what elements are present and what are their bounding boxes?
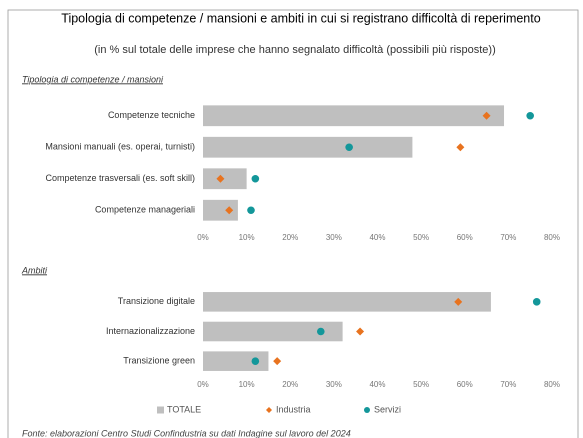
diamond-marker xyxy=(454,297,463,306)
category-label: Internazionalizzazione xyxy=(106,326,195,336)
x-tick-label: 60% xyxy=(457,233,473,242)
bar xyxy=(203,168,247,190)
x-tick-label: 70% xyxy=(500,380,516,389)
x-tick-label: 70% xyxy=(500,233,516,242)
circle-marker xyxy=(251,174,260,183)
legend-label: Industria xyxy=(276,404,311,414)
x-tick-label: 40% xyxy=(369,380,385,389)
circle-marker xyxy=(532,298,541,306)
diamond-marker xyxy=(216,174,225,183)
bar xyxy=(203,136,413,158)
x-tick-label: 50% xyxy=(413,233,429,242)
legend-label: TOTALE xyxy=(167,404,201,414)
diamond-marker xyxy=(456,143,465,152)
circle-marker xyxy=(247,206,255,215)
x-tick-label: 30% xyxy=(326,380,342,389)
bar xyxy=(203,105,505,127)
x-tick-label: 30% xyxy=(326,233,342,242)
category-label: Competenze trasversali (es. soft skill) xyxy=(45,173,195,183)
bar xyxy=(203,199,238,221)
diamond-marker xyxy=(225,206,234,215)
legend-label: Servizi xyxy=(374,404,401,414)
x-tick-label: 0% xyxy=(197,233,209,242)
diamond-marker xyxy=(273,357,282,366)
category-label: Competenze manageriali xyxy=(95,205,195,215)
legend-swatch xyxy=(157,406,164,414)
category-label: Transizione green xyxy=(123,356,195,366)
x-tick-label: 10% xyxy=(239,380,255,389)
frame xyxy=(7,9,579,438)
x-tick-label: 20% xyxy=(282,233,298,242)
legend-swatch xyxy=(266,407,272,413)
category-label: Competenze tecniche xyxy=(108,110,195,120)
category-label: Mansioni manuali (es. operai, turnisti) xyxy=(45,142,195,152)
x-tick-label: 60% xyxy=(457,380,473,389)
legend-swatch xyxy=(364,407,370,413)
circle-marker xyxy=(526,111,534,120)
source: Fonte: elaborazioni Centro Studi Confind… xyxy=(22,428,351,438)
chart-subtitle: (in % sul totale delle imprese che hanno… xyxy=(94,44,496,56)
x-tick-label: 80% xyxy=(544,233,560,242)
x-tick-label: 80% xyxy=(544,380,560,389)
circle-marker xyxy=(251,357,260,365)
x-tick-label: 50% xyxy=(413,380,429,389)
panel-title: Ambiti xyxy=(21,265,48,275)
bar xyxy=(203,292,491,312)
x-tick-label: 20% xyxy=(282,380,298,389)
x-tick-label: 10% xyxy=(239,233,255,242)
category-label: Transizione digitale xyxy=(118,296,195,306)
x-tick-label: 40% xyxy=(369,233,385,242)
circle-marker xyxy=(345,143,353,152)
bar xyxy=(203,351,269,371)
circle-marker xyxy=(316,327,325,336)
chart-title: Tipologia di competenze / mansioni e amb… xyxy=(61,11,540,25)
x-tick-label: 0% xyxy=(197,380,209,389)
panel-title: Tipologia di competenze / mansioni xyxy=(22,74,164,84)
diamond-marker xyxy=(356,327,365,336)
diamond-marker xyxy=(482,111,491,120)
bar xyxy=(203,321,343,342)
